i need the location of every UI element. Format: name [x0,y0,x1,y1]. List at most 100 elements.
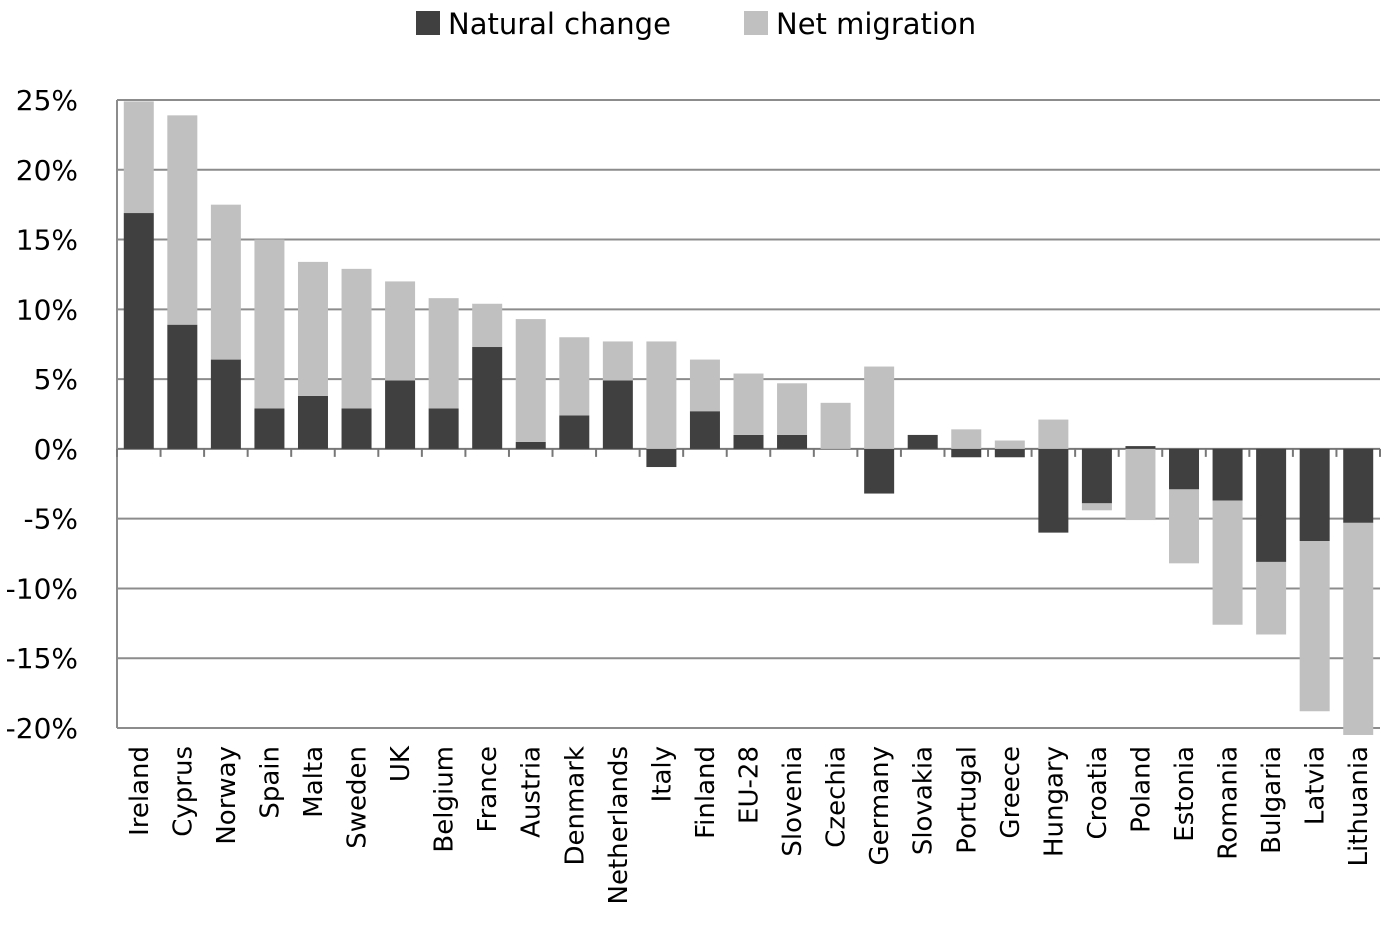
bar-natural-change-eu-28 [733,434,764,449]
bar-net-migration-czechia [820,402,851,449]
bar-net-migration-slovenia [777,383,808,435]
bar-net-migration-italy [646,341,677,449]
x-tick-label: Italy [647,746,677,802]
x-tick-label: Germany [865,746,895,866]
x-tick-label: Czechia [822,746,852,848]
x-tick-label: Estonia [1170,746,1200,842]
legend-label-natural-change: Natural change [448,7,671,41]
bar-natural-change-finland [689,411,720,449]
x-tick-label: Bulgaria [1257,746,1287,854]
bar-net-migration-lithuania [1343,522,1374,735]
bar-net-migration-sweden [341,268,372,409]
x-tick-label: Norway [212,746,242,845]
bar-natural-change-poland [1125,446,1156,449]
bar-natural-change-bulgaria [1256,448,1287,562]
bar-net-migration-romania [1212,500,1243,625]
x-tick-label: Finland [691,746,721,839]
y-tick-label: 5% [34,363,78,396]
bar-net-migration-malta [297,261,328,396]
bar-natural-change-belgium [428,408,459,449]
bar-natural-change-latvia [1299,448,1330,541]
bar-net-migration-poland [1125,448,1156,521]
x-tick-label: Denmark [560,746,590,866]
bar-net-migration-denmark [559,337,590,416]
bar-net-migration-ireland [123,101,154,214]
bar-net-migration-finland [689,359,720,412]
bar-natural-change-denmark [559,415,590,449]
bar-net-migration-uk [385,281,416,381]
x-tick-label: Slovakia [909,746,939,855]
x-tick-label: Austria [517,746,547,838]
bar-natural-change-uk [385,380,416,449]
bar-natural-change-ireland [123,213,154,449]
legend-swatch-net-migration [744,11,768,35]
x-tick-label: Ireland [125,746,155,836]
y-tick-label: 10% [16,293,78,326]
bar-natural-change-portugal [951,448,982,458]
bar-natural-change-greece [994,448,1025,458]
x-tick-label: Poland [1126,746,1156,833]
bar-net-migration-austria [515,319,546,442]
bar-net-migration-belgium [428,298,459,409]
bar-net-migration-hungary [1038,419,1069,449]
bar-net-migration-norway [210,204,241,360]
bar-natural-change-sweden [341,408,372,449]
y-tick-label: 0% [34,433,78,466]
bar-net-migration-eu-28 [733,373,764,435]
bar-natural-change-croatia [1081,448,1112,504]
bar-net-migration-greece [994,440,1025,449]
x-tick-label: Greece [996,746,1026,839]
x-tick-label: EU-28 [735,746,765,824]
y-tick-label: -10% [6,572,78,605]
bar-natural-change-france [472,347,503,449]
bar-net-migration-estonia [1169,489,1200,564]
bar-natural-change-norway [210,359,241,449]
bar-natural-change-cyprus [167,324,198,449]
x-tick-label: Romania [1214,746,1244,860]
x-tick-label: France [473,746,503,832]
bar-natural-change-malta [297,395,328,449]
y-tick-label: 15% [16,224,78,257]
legend: Natural change Net migration [416,7,976,41]
x-tick-label: Sweden [343,746,373,849]
bar-net-migration-spain [254,239,285,409]
y-tick-label: -5% [23,503,78,536]
bar-net-migration-portugal [951,429,982,449]
y-tick-label: 20% [16,154,78,187]
x-tick-label: Portugal [952,746,982,854]
bar-natural-change-austria [515,441,546,449]
bar-net-migration-latvia [1299,540,1330,712]
x-tick-label: Belgium [430,746,460,853]
x-tick-label: UK [386,745,416,782]
x-tick-label: Lithuania [1344,746,1374,866]
x-tick-label: Latvia [1301,746,1331,825]
bar-natural-change-spain [254,408,285,449]
bar-natural-change-estonia [1169,448,1200,490]
bar-natural-change-slovakia [907,434,938,449]
bar-net-migration-bulgaria [1256,561,1287,635]
bar-natural-change-italy [646,448,677,468]
y-tick-label: -20% [6,712,78,745]
y-tick-label: -15% [6,642,78,675]
bar-natural-change-slovenia [777,434,808,449]
x-tick-label: Spain [255,746,285,819]
bar-natural-change-hungary [1038,448,1069,533]
bar-natural-change-netherlands [602,380,633,449]
legend-label-net-migration: Net migration [776,7,976,41]
bar-net-migration-germany [864,366,895,449]
x-tick-label: Malta [299,746,329,818]
bar-natural-change-germany [864,448,895,494]
legend-swatch-natural-change [416,11,440,35]
y-tick-label: 25% [16,84,78,117]
bar-natural-change-lithuania [1343,448,1374,523]
bar-net-migration-france [472,303,503,348]
x-tick-label: Netherlands [604,746,634,905]
bar-net-migration-cyprus [167,115,198,325]
bar-natural-change-romania [1212,448,1243,501]
x-tick-label: Slovenia [778,746,808,857]
x-tick-label: Hungary [1039,746,1069,857]
bar-net-migration-croatia [1081,503,1112,511]
x-tick-label: Cyprus [168,746,198,837]
x-tick-label: Croatia [1083,746,1113,839]
